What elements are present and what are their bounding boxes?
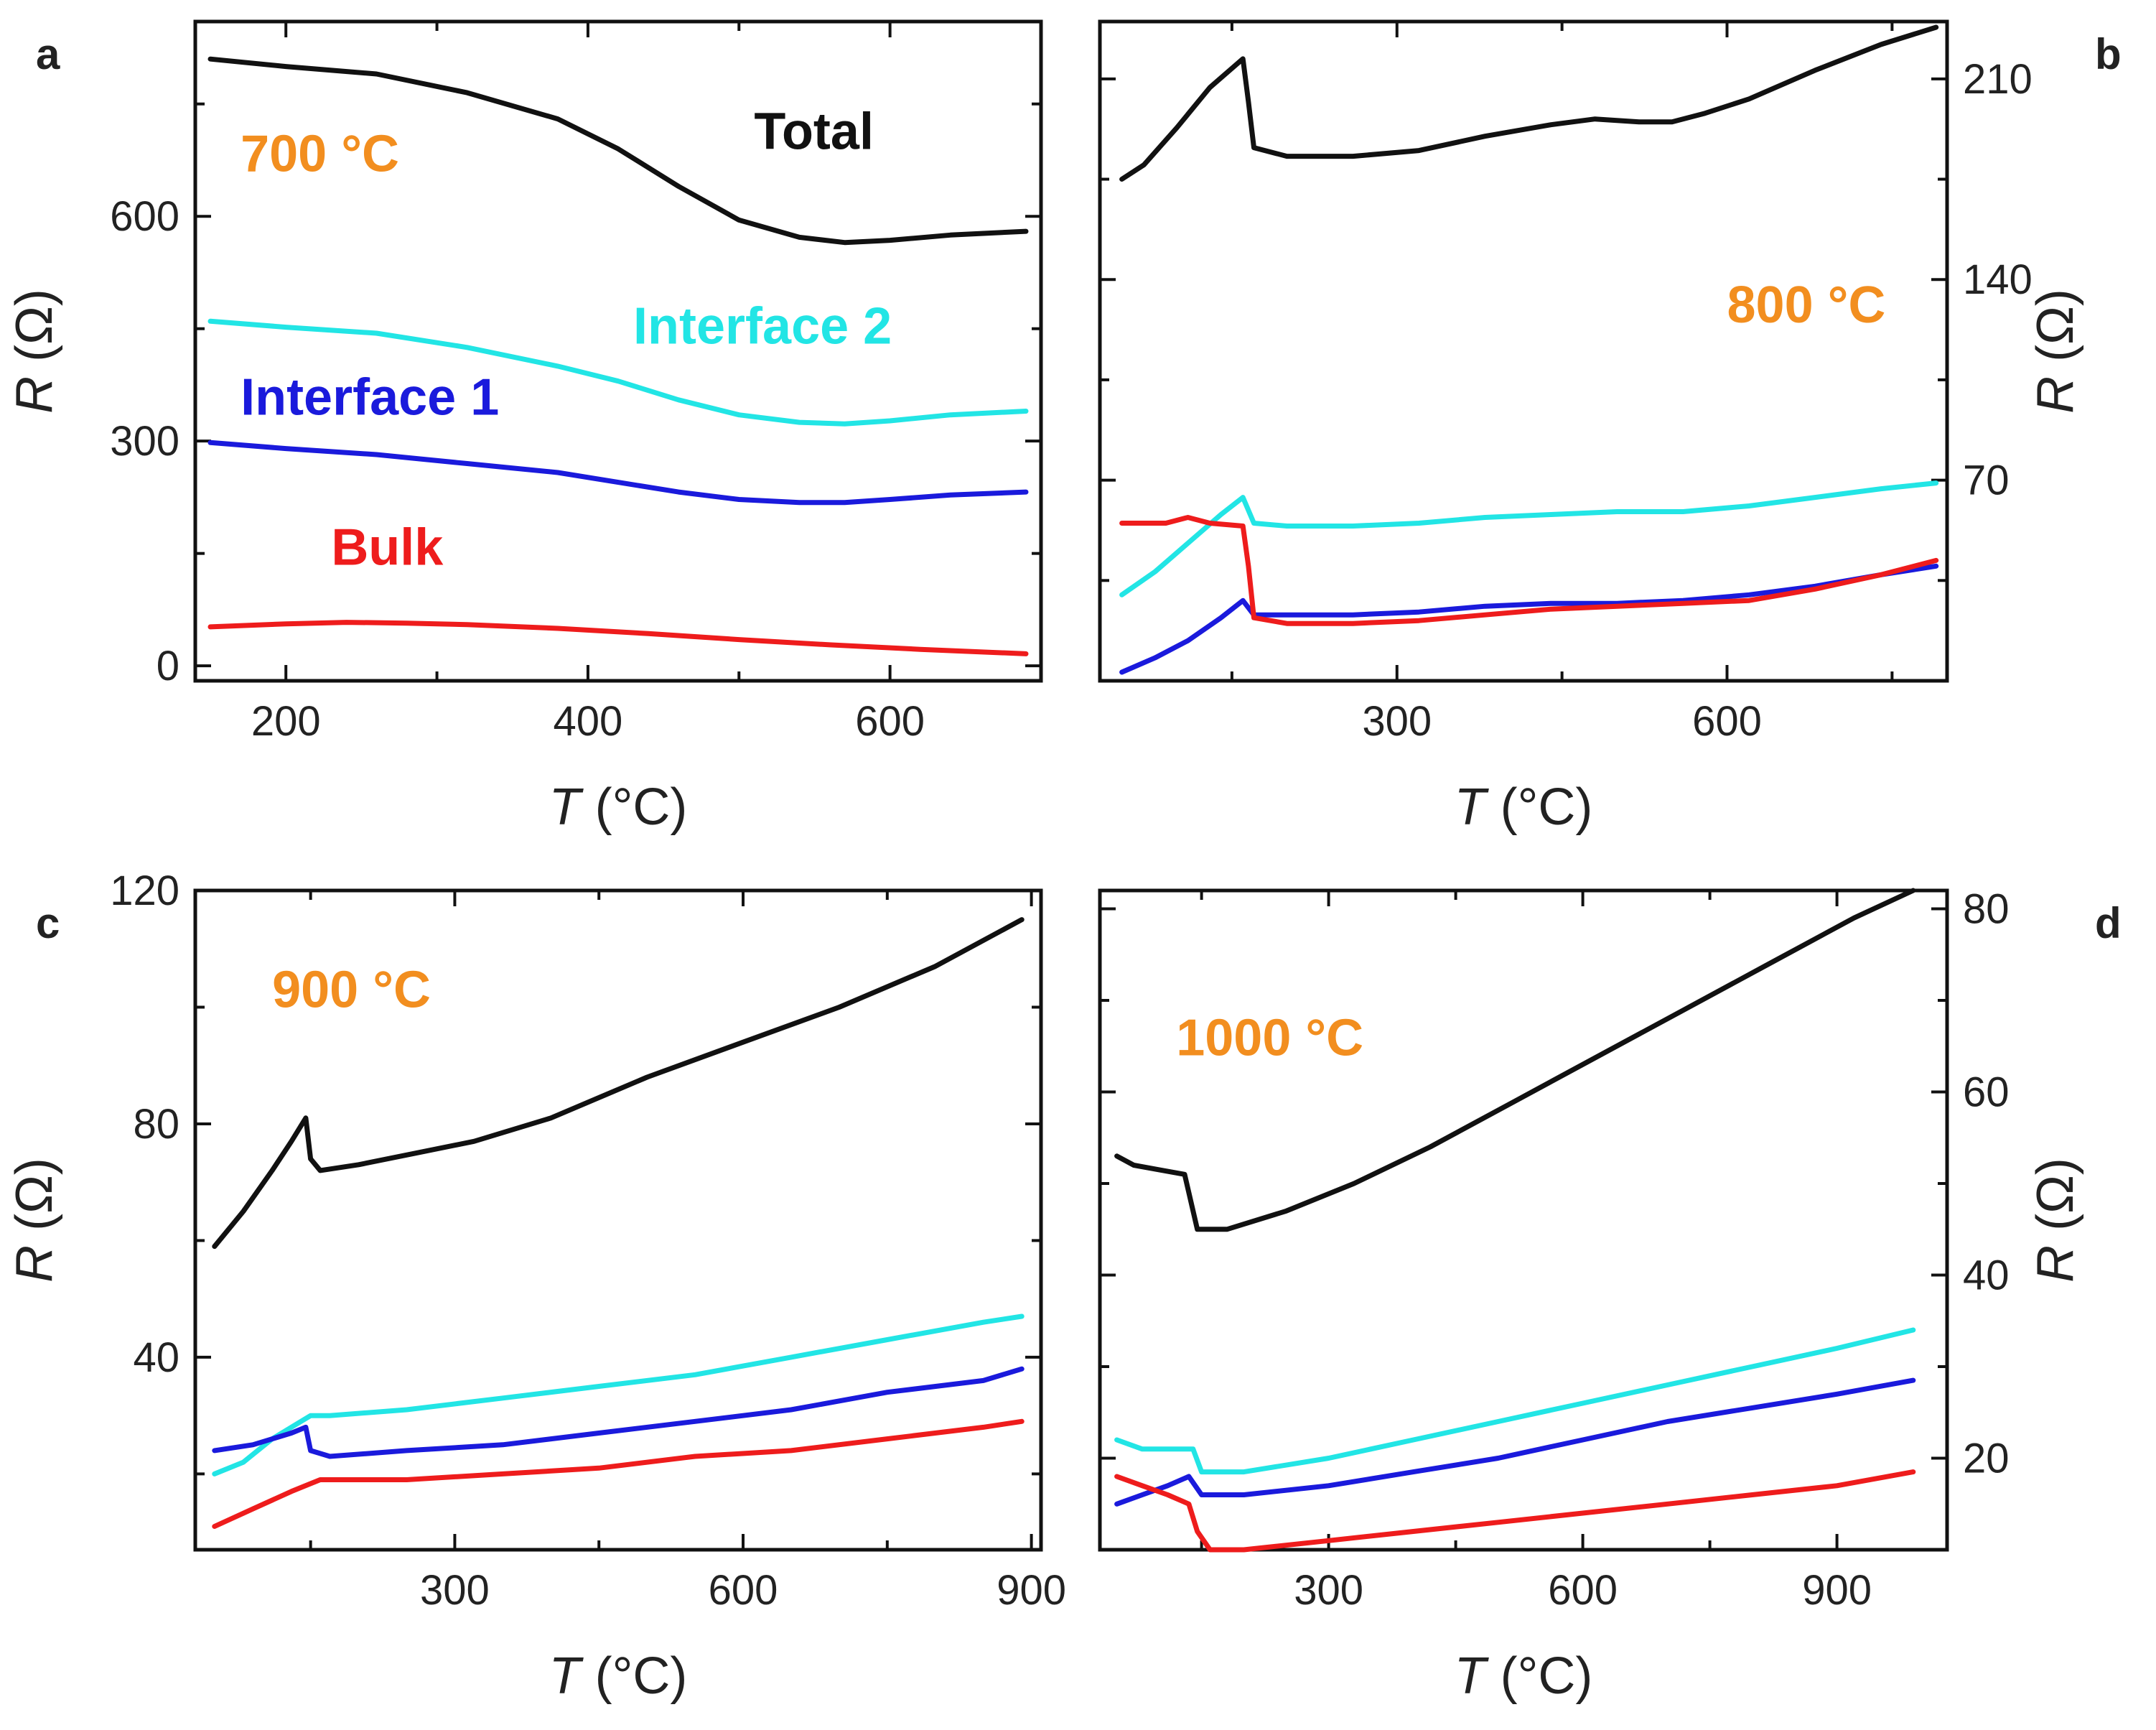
plot-frame [1098,19,1949,683]
x-tick-label: 300 [1362,698,1432,745]
x-axis-label: T (°C) [549,778,688,836]
x-axis-label: T (°C) [1455,1647,1593,1705]
y-tick-label: 60 [1963,1069,2010,1116]
temperature-label: 1000 °C [1176,1010,1363,1067]
panel-label: d [2095,899,2122,947]
x-tick-label: 900 [1802,1567,1872,1614]
series-line-interface-2 [207,318,1029,427]
panel-b: b 300 600 70 140 210 T (°C) R (Ω) 800 °C [1098,19,2122,836]
panel-a: a 200 400 600 0 300 600 T (°C) R (Ω) Total Interf… [6,19,1043,836]
y-tick-label: 120 [110,868,179,914]
x-tick-label: 200 [251,698,321,745]
x-tick-label: 400 [554,698,623,745]
x-axis-label: T (°C) [549,1647,688,1705]
x-axis-label: T (°C) [1455,778,1593,836]
series-line-total [207,56,1029,246]
series-line-interface-1 [1114,1377,1916,1507]
x-tick-label: 300 [420,1567,490,1614]
series-line-bulk [1114,1469,1916,1553]
temperature-label: 900 °C [272,961,431,1018]
y-tick-label: 140 [1963,256,2033,303]
x-tick-label: 900 [997,1567,1066,1614]
y-tick-label: 300 [110,418,179,465]
panel-label: b [2095,30,2122,78]
series-line-bulk [1119,515,1939,626]
y-tick-label: 40 [133,1334,179,1381]
series-line-interface-1 [212,1366,1025,1459]
x-tick-label: 600 [709,1567,778,1614]
panel-c: c 300 600 900 40 80 120 T (°C) R (Ω) 900 °C [6,868,1066,1705]
plot-frame [193,19,1043,683]
temperature-label: 800 °C [1727,276,1886,334]
series-line-interface-1 [1119,563,1939,675]
panel-d: d 300 600 900 20 40 60 80 T (°C) R (Ω) 1000 °C [1098,886,2122,1705]
y-tick-label: 80 [133,1101,179,1148]
series-label-interface-1: Interface 1 [241,369,499,427]
series-line-bulk [207,620,1029,656]
y-tick-label: 40 [1963,1252,2010,1299]
y-tick-label: 0 [157,643,179,689]
x-tick-label: 300 [1294,1567,1363,1614]
series-line-bulk [212,1418,1025,1529]
y-tick-label: 70 [1963,457,2010,504]
x-tick-label: 600 [1692,698,1762,745]
series-line-total [1119,24,1939,182]
y-tick-label: 600 [110,193,179,240]
series-line-interface-2 [212,1313,1025,1476]
y-axis-label: R (Ω) [6,289,63,414]
y-axis-label: R (Ω) [6,1158,63,1283]
x-tick-label: 600 [855,698,925,745]
series-label-bulk: Bulk [331,518,444,576]
panel-label: a [36,30,60,78]
y-tick-label: 80 [1963,886,2010,933]
series-line-total [212,917,1025,1250]
y-axis-label: R (Ω) [2027,289,2084,414]
plot-frame [193,888,1043,1552]
y-axis-label: R (Ω) [2027,1158,2084,1283]
y-tick-label: 210 [1963,56,2033,103]
series-line-total [1114,888,1916,1232]
panel-label: c [36,899,60,947]
y-tick-label: 20 [1963,1436,2010,1482]
x-tick-label: 600 [1548,1567,1618,1614]
series-line-interface-1 [207,440,1029,506]
plot-frame [1098,888,1949,1552]
series-label-total: Total [754,103,874,160]
series-label-interface-2: Interface 2 [633,298,892,355]
series-line-interface-2 [1114,1327,1916,1475]
temperature-label: 700 °C [241,126,399,183]
